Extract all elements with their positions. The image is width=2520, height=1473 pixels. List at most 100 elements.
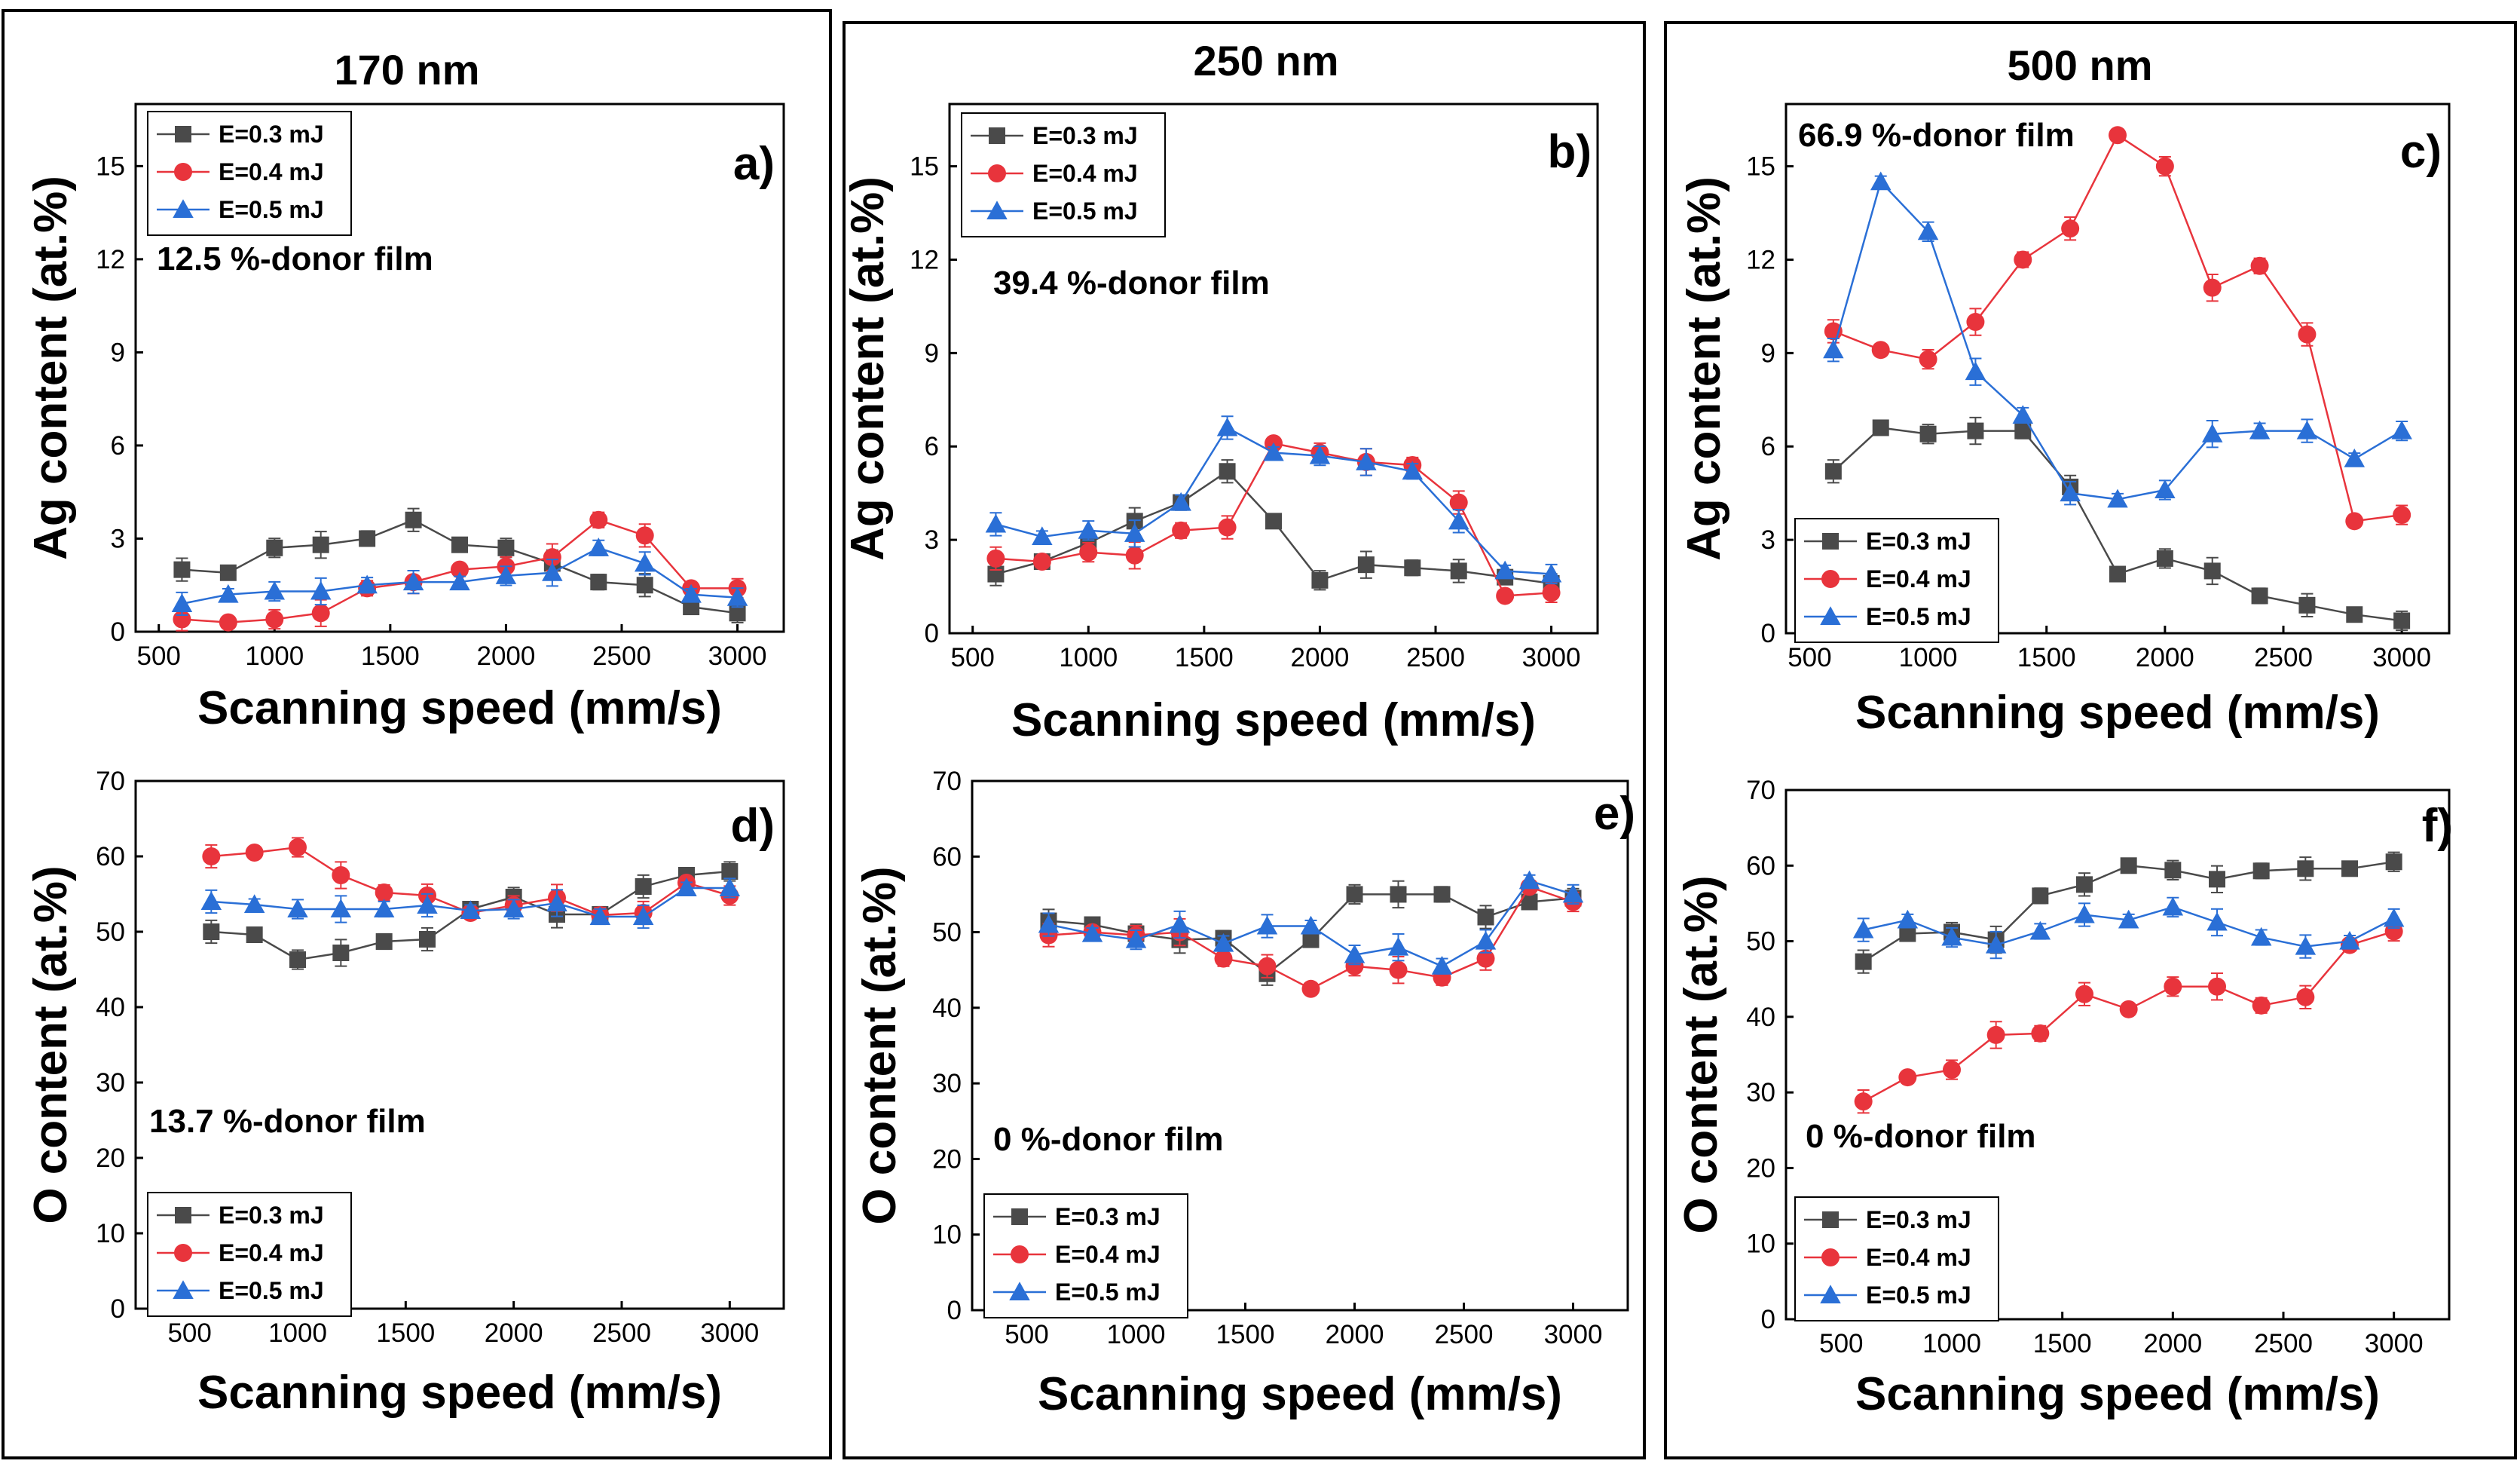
data-point	[589, 510, 608, 529]
data-point	[2060, 482, 2081, 502]
legend-marker	[1821, 1248, 1840, 1266]
data-point	[1898, 1068, 1917, 1087]
data-point	[1919, 350, 1937, 369]
y-tick-label: 30	[96, 1068, 125, 1098]
data-point	[417, 895, 438, 914]
legend-label: E=0.4 mJ	[1032, 160, 1138, 187]
data-point	[1917, 221, 1939, 240]
data-point	[1477, 908, 1494, 926]
data-point	[543, 548, 561, 567]
data-point	[632, 906, 654, 925]
data-point	[2298, 325, 2317, 344]
x-tick-label: 2000	[1290, 643, 1349, 672]
panel-label: f)	[2422, 800, 2453, 852]
data-point	[2296, 988, 2315, 1006]
data-point	[1852, 919, 1874, 939]
y-tick-label: 10	[932, 1220, 962, 1250]
panel-c: 500 1000 1500 2000 2500 3000 0 3 6 9 12 15 E=0.3 mJ E…	[1678, 103, 2451, 739]
data-point	[219, 564, 237, 581]
legend-label: E=0.4 mJ	[219, 1239, 324, 1266]
x-tick-label: 1000	[1899, 643, 1958, 672]
x-tick-label: 3000	[2372, 643, 2431, 672]
y-tick-label: 0	[925, 619, 939, 648]
panel-f: 500 1000 1500 2000 2500 3000 0 10 20 30 40 50 60 70 E=…	[1675, 776, 2453, 1420]
legend-label: E=0.3 mJ	[1866, 1206, 1971, 1233]
y-tick-label: 70	[1746, 776, 1775, 805]
legend-label: E=0.3 mJ	[219, 121, 324, 148]
data-point	[1872, 419, 1889, 436]
data-point	[2252, 996, 2271, 1015]
y-axis-title: O content (at.%)	[1675, 875, 1727, 1233]
y-tick-label: 15	[96, 152, 125, 181]
data-point	[2252, 862, 2270, 880]
panel-label: e)	[1594, 788, 1635, 840]
data-point	[2296, 420, 2318, 439]
y-tick-label: 20	[932, 1144, 962, 1174]
data-point	[1169, 914, 1191, 933]
data-point	[2120, 857, 2137, 874]
legend-marker	[1011, 1208, 1028, 1225]
y-axis-title: Ag content (at.%)	[25, 176, 77, 560]
column-title-500nm: 500 nm	[2008, 41, 2153, 89]
x-tick-label: 2000	[476, 642, 535, 671]
data-point	[1518, 870, 1540, 890]
column-frame-500nm	[1664, 21, 2517, 1459]
data-point	[1390, 886, 1407, 903]
x-tick-label: 2500	[1435, 1320, 1494, 1349]
data-point	[2345, 512, 2364, 531]
data-point	[1965, 361, 1986, 381]
y-tick-label: 12	[96, 245, 125, 274]
legend-label: E=0.5 mJ	[1055, 1279, 1161, 1306]
data-point	[373, 899, 395, 917]
data-point	[1542, 583, 1561, 602]
data-point	[2341, 860, 2358, 877]
legend-label: E=0.5 mJ	[219, 196, 324, 223]
data-point	[1216, 417, 1238, 436]
x-tick-label: 1500	[2017, 643, 2076, 672]
data-point	[1855, 953, 1872, 970]
data-point	[310, 580, 332, 600]
data-point	[171, 593, 193, 612]
x-tick-label: 3000	[708, 642, 767, 671]
y-tick-label: 40	[1746, 1003, 1775, 1032]
data-point	[588, 537, 610, 556]
legend-marker	[1822, 533, 1839, 550]
data-point	[265, 610, 284, 629]
y-tick-label: 6	[111, 431, 125, 461]
data-point	[2203, 562, 2221, 580]
data-point	[1402, 461, 1424, 480]
data-point	[1897, 909, 1919, 929]
data-point	[1854, 1092, 1873, 1111]
data-point	[2061, 219, 2080, 238]
y-tick-label: 3	[1761, 525, 1775, 555]
panel-b: 500 1000 1500 2000 2500 3000 0 3 6 9 12 15 E=0.3 mJ E…	[842, 103, 1599, 746]
y-tick-label: 15	[910, 152, 939, 182]
y-tick-label: 60	[1746, 851, 1775, 880]
data-point	[635, 878, 652, 895]
data-point	[1943, 1061, 1961, 1079]
x-tick-label: 1000	[268, 1318, 327, 1348]
y-tick-label: 0	[111, 617, 125, 647]
y-tick-label: 3	[111, 524, 125, 553]
legend-marker	[989, 127, 1005, 144]
x-tick-label: 500	[1819, 1329, 1863, 1358]
series-line	[1833, 133, 2402, 522]
y-tick-label: 20	[1746, 1153, 1775, 1183]
data-point	[1258, 957, 1277, 975]
y-tick-label: 0	[1761, 619, 1775, 648]
plot-frame	[134, 779, 785, 1310]
x-tick-label: 1500	[2033, 1329, 2092, 1358]
data-point	[2209, 871, 2225, 888]
data-point	[266, 539, 283, 556]
data-point	[2074, 904, 2095, 923]
data-point	[243, 894, 265, 913]
data-point	[1871, 341, 1890, 360]
data-point	[356, 574, 378, 594]
x-axis-title: Scanning speed (mm/s)	[1038, 1368, 1562, 1420]
data-point	[2208, 977, 2226, 996]
panel-a: 500 1000 1500 2000 2500 3000 0 3 6 9 12 15 E=0.3 mJ E…	[25, 103, 785, 734]
data-point	[2118, 909, 2139, 929]
panel-label: a)	[733, 138, 775, 190]
donor-film-note: 13.7 %-donor film	[149, 1103, 426, 1140]
